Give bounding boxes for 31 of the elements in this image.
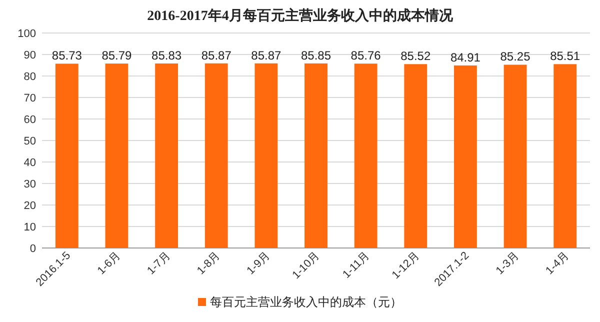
data-label: 85.87 — [251, 48, 282, 62]
data-label: 85.79 — [102, 48, 132, 63]
y-tick-label: 10 — [24, 222, 36, 234]
y-tick-label: 90 — [24, 50, 36, 62]
x-tick-label: 1-9月 — [244, 250, 272, 278]
data-label: 84.91 — [450, 50, 481, 64]
chart-title: 2016-2017年4月每百元主营业务收入中的成本情况 — [147, 7, 454, 24]
data-label: 85.25 — [500, 50, 531, 64]
data-label: 85.85 — [300, 48, 332, 62]
y-tick-label: 50 — [24, 136, 36, 148]
x-tick-label: 1-3月 — [494, 250, 522, 278]
y-tick-label: 20 — [24, 200, 36, 212]
y-tick-label: 0 — [30, 243, 36, 255]
y-tick-label: 70 — [24, 92, 36, 104]
data-label: 85.83 — [152, 48, 182, 62]
data-label: 85.76 — [350, 48, 382, 63]
y-tick-label: 40 — [24, 157, 36, 169]
data-label: 85.73 — [52, 48, 82, 63]
y-tick-label: 100 — [18, 28, 36, 40]
legend-label: 每百元主营业务收入中的成本（元） — [210, 295, 402, 309]
y-tick-label: 80 — [24, 71, 36, 83]
x-tick-label: 1-6月 — [95, 250, 123, 278]
data-label: 85.51 — [550, 49, 580, 64]
y-tick-label: 30 — [24, 178, 36, 190]
x-tick-label: 1-8月 — [194, 250, 222, 278]
x-tick-label: 1-11月 — [340, 250, 372, 281]
data-label: 85.52 — [400, 49, 431, 64]
x-tick-label: 1-4月 — [544, 250, 572, 278]
x-tick-label: 1-7月 — [145, 250, 173, 278]
data-label: 85.87 — [201, 48, 232, 62]
y-tick-label: 60 — [24, 114, 36, 126]
